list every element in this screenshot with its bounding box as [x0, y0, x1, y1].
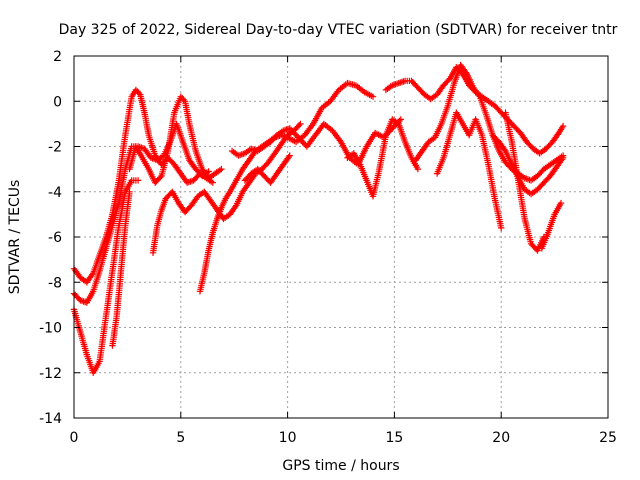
y-tick-label: -2 — [48, 140, 62, 156]
y-tick-label: 0 — [53, 94, 62, 110]
series-markers — [538, 199, 565, 252]
y-axis-label: SDTVAR / TECUs — [7, 180, 23, 295]
axis-ticks: 0 5 10 15 20 25 -14 -12 -10 -8 -6 -4 -2 0 2 — [39, 49, 617, 446]
x-tick-label: 0 — [70, 430, 79, 446]
series-arc11 — [382, 64, 567, 157]
series-markers — [241, 152, 293, 186]
series-markers — [70, 86, 216, 286]
y-tick-label: -12 — [39, 366, 62, 382]
y-tick-label: 2 — [53, 49, 62, 65]
series-markers — [344, 116, 422, 200]
series-arc14 — [489, 132, 567, 198]
series-markers — [149, 120, 304, 256]
series-arc5 — [109, 188, 133, 349]
series-arc3 — [126, 93, 225, 186]
series-markers — [412, 61, 567, 184]
series-markers — [433, 109, 505, 232]
series-arc15 — [502, 109, 548, 254]
series-arc10 — [344, 116, 422, 200]
x-tick-label: 5 — [176, 430, 185, 446]
x-tick-label: 20 — [492, 430, 510, 446]
series-arc7 — [196, 79, 377, 295]
series-arc1 — [70, 86, 216, 286]
series-arc9 — [241, 152, 293, 186]
series-markers — [109, 188, 133, 349]
y-tick-label: -4 — [48, 185, 62, 201]
series-line — [152, 123, 301, 253]
chart-title: Day 325 of 2022, Sidereal Day-to-day VTE… — [59, 22, 618, 38]
series-line — [199, 82, 374, 292]
series-arc13 — [433, 109, 505, 232]
series-markers — [228, 116, 404, 168]
x-tick-label: 25 — [599, 430, 617, 446]
series-arc6 — [149, 120, 304, 256]
series-arc12 — [412, 61, 567, 184]
series-line — [231, 118, 402, 166]
y-tick-label: -6 — [48, 230, 62, 246]
series-arc8 — [228, 116, 404, 168]
series-markers — [196, 79, 377, 295]
x-tick-label: 10 — [279, 430, 297, 446]
series-markers — [126, 93, 225, 186]
grid-lines — [74, 56, 608, 418]
series-arc16 — [538, 199, 565, 252]
y-tick-label: -14 — [39, 411, 62, 427]
x-tick-label: 15 — [385, 430, 403, 446]
y-tick-label: -10 — [39, 321, 62, 337]
y-tick-label: -8 — [48, 275, 62, 291]
series-markers — [502, 109, 548, 254]
x-axis-label: GPS time / hours — [282, 458, 399, 474]
series-markers — [382, 64, 567, 157]
data-series — [70, 61, 567, 376]
series-markers — [489, 132, 567, 198]
